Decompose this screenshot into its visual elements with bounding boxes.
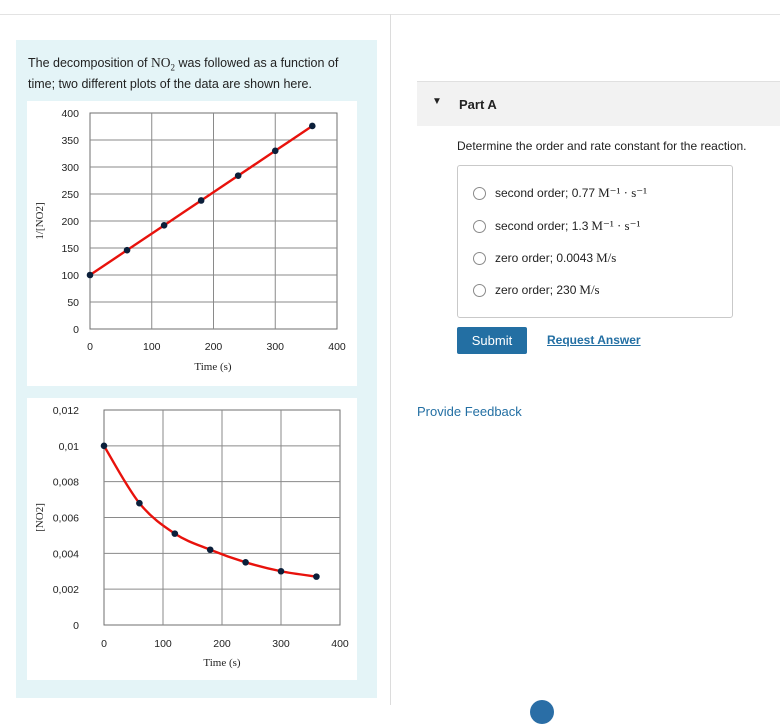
- y-tick-label: 250: [61, 189, 79, 201]
- x-tick-label: 100: [154, 638, 172, 650]
- x-tick-label: 0: [101, 638, 107, 650]
- x-tick-label: 400: [328, 341, 346, 353]
- collapse-caret-icon[interactable]: ▼: [432, 96, 442, 107]
- x-axis-label: Time (s): [194, 361, 232, 373]
- option-1-unit: M⁻¹ · s⁻¹: [598, 185, 648, 200]
- option-3-text: zero order; 0.0043: [495, 251, 594, 265]
- part-a-header[interactable]: [417, 81, 780, 126]
- chart-inverse-concentration: 0 100 200 300 400 0 50 100 150 200 250 300 350 400 Tim…: [27, 101, 357, 386]
- option-2-text: second order; 1.3: [495, 219, 589, 233]
- data-point: [206, 546, 214, 554]
- x-tick-label: 200: [213, 638, 231, 650]
- problem-text-before: The decomposition of: [28, 56, 151, 70]
- option-4[interactable]: zero order; 230 M/s: [473, 281, 600, 299]
- option-4-radio[interactable]: [473, 283, 486, 297]
- option-1-radio[interactable]: [473, 186, 486, 200]
- data-point: [160, 222, 168, 229]
- data-point: [100, 442, 108, 450]
- option-3-radio[interactable]: [473, 251, 486, 265]
- x-tick-label: 300: [266, 341, 284, 353]
- y-tick-label: 0,002: [53, 584, 79, 596]
- formula-base: NO: [151, 55, 171, 70]
- x-tick-label: 300: [272, 638, 290, 650]
- problem-text-after: was followed as a function of time; two …: [28, 56, 339, 91]
- x-axis-label: Time (s): [203, 657, 241, 669]
- data-point: [309, 122, 316, 130]
- data-point: [234, 172, 242, 179]
- option-1-text: second order; 0.77: [495, 186, 596, 200]
- option-2-radio[interactable]: [473, 219, 486, 233]
- y-tick-label: 0: [73, 620, 79, 632]
- part-title[interactable]: Part A: [459, 97, 497, 112]
- option-3-unit: M/s: [596, 250, 617, 265]
- y-axis-label: [NO2]: [34, 503, 46, 532]
- answer-options: second order; 0.77 M⁻¹ · s⁻¹ second orde…: [457, 165, 733, 318]
- data-point: [277, 567, 285, 575]
- y-axis-label: 1/[NO2]: [34, 202, 46, 239]
- x-tick-label: 200: [205, 341, 223, 353]
- y-tick-label: 0,006: [53, 513, 79, 525]
- chart-concentration-svg: 0 100 200 300 400 0 0,002 0,004 0,006 0,008 0,01 0,…: [34, 405, 349, 669]
- x-tick-label: 100: [143, 341, 161, 353]
- y-tick-label: 0,01: [59, 441, 80, 453]
- y-tick-label: 50: [67, 297, 79, 309]
- data-point: [313, 573, 320, 580]
- question-text: Determine the order and rate constant fo…: [457, 139, 747, 153]
- data-point: [171, 530, 179, 537]
- y-tick-label: 150: [61, 243, 79, 255]
- option-1[interactable]: second order; 0.77 M⁻¹ · s⁻¹: [473, 184, 647, 202]
- x-tick-label: 400: [331, 638, 349, 650]
- data-point: [136, 499, 143, 507]
- provide-feedback-link[interactable]: Provide Feedback: [417, 404, 522, 419]
- y-tick-label: 300: [61, 162, 79, 174]
- y-tick-label: 350: [61, 135, 79, 147]
- data-point: [271, 147, 279, 155]
- option-3[interactable]: zero order; 0.0043 M/s: [473, 249, 616, 267]
- data-point: [242, 558, 249, 566]
- problem-statement: The decomposition of NO2 was followed as…: [28, 55, 368, 92]
- column-divider: [390, 14, 391, 705]
- y-tick-label: 0: [73, 324, 79, 336]
- option-4-unit: M/s: [579, 282, 600, 297]
- data-point: [86, 271, 94, 279]
- chart-concentration: 0 100 200 300 400 0 0,002 0,004 0,006 0,008 0,01 0,…: [27, 398, 357, 680]
- data-point: [123, 246, 131, 254]
- chemical-formula: NO2: [151, 55, 176, 73]
- y-tick-label: 400: [61, 108, 79, 120]
- x-tick-label: 0: [87, 341, 93, 353]
- y-tick-label: 0,004: [53, 548, 79, 560]
- submit-button[interactable]: Submit: [457, 327, 527, 354]
- option-4-text: zero order; 230: [495, 283, 577, 297]
- request-answer-link[interactable]: Request Answer: [547, 333, 641, 347]
- option-2[interactable]: second order; 1.3 M⁻¹ · s⁻¹: [473, 217, 640, 235]
- help-bubble-icon[interactable]: [530, 700, 554, 724]
- y-tick-label: 0,012: [53, 405, 79, 417]
- formula-subscript: 2: [170, 62, 176, 73]
- y-tick-label: 0,008: [53, 477, 79, 489]
- data-point: [197, 197, 205, 204]
- chart-inverse-concentration-svg: 0 100 200 300 400 0 50 100 150 200 250 300 350 400 Tim…: [34, 108, 346, 373]
- y-tick-label: 200: [61, 216, 79, 228]
- option-2-unit: M⁻¹ · s⁻¹: [591, 218, 641, 233]
- y-tick-label: 100: [61, 270, 79, 282]
